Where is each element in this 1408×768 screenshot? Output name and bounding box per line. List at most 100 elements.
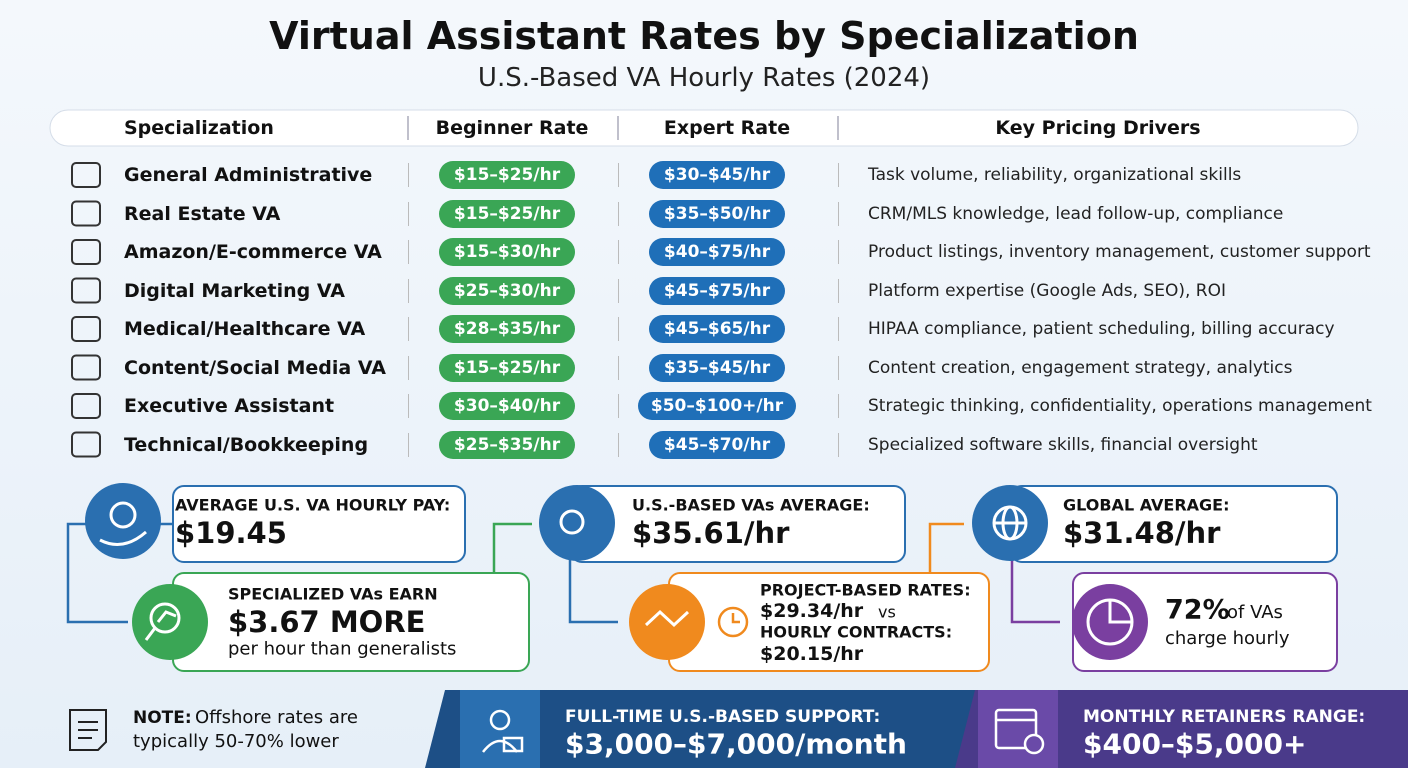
- row-icon: [71, 316, 101, 342]
- specialization: Technical/Bookkeeping: [124, 433, 369, 456]
- footer-band: [955, 690, 1408, 768]
- column-header: Expert Rate: [663, 117, 791, 139]
- divider: [618, 201, 619, 226]
- card-value: $35.61/hr: [632, 516, 790, 550]
- card-value: 72%: [1165, 594, 1230, 626]
- expert-rate: $35–$45/hr: [649, 353, 785, 382]
- stat-card: [1010, 485, 1338, 563]
- card-text: of VAs charge hourly: [1165, 602, 1290, 649]
- divider: [408, 163, 409, 187]
- beginner-rate: $30–$40/hr: [439, 392, 575, 420]
- divider: [838, 432, 839, 457]
- pricing-drivers: Product listings, inventory management, …: [868, 242, 1371, 262]
- divider: [838, 317, 839, 341]
- footer-band: [425, 690, 1000, 768]
- row-icon: [71, 393, 101, 419]
- divider: [618, 240, 619, 264]
- divider: [408, 201, 409, 226]
- card-label: PROJECT-BASED RATES:: [760, 580, 971, 600]
- card-joiner: vs: [878, 602, 896, 622]
- pricing-drivers: HIPAA compliance, patient scheduling, bi…: [868, 319, 1335, 339]
- card-text: per hour than generalists: [228, 638, 457, 660]
- row-icon: [71, 162, 101, 188]
- specialization: Medical/Healthcare VA: [124, 318, 366, 340]
- card-value: $29.34/hr: [760, 600, 864, 622]
- pricing-drivers: Task volume, reliability, organizational…: [868, 165, 1242, 185]
- divider: [408, 317, 409, 341]
- subtitle: U.S.-Based VA Hourly Rates (2024): [477, 63, 931, 93]
- beginner-rate: $15–$25/hr: [439, 353, 575, 382]
- row-icon: [71, 239, 101, 265]
- pricing-drivers: Specialized software skills, financial o…: [868, 434, 1258, 455]
- specialization: Real Estate VA: [124, 202, 281, 225]
- stat-card: [172, 572, 530, 672]
- divider: [408, 355, 409, 380]
- pricing-drivers: Strategic thinking, confidentiality, ope…: [868, 396, 1372, 416]
- specialization: Digital Marketing VA: [124, 279, 345, 302]
- row-icon: [71, 200, 101, 227]
- footer-value: $400–$5,000+: [1083, 727, 1307, 761]
- divider: [838, 201, 839, 226]
- specialization: Executive Assistant: [124, 395, 335, 417]
- footer-icon: [978, 690, 1058, 768]
- expert-rate: $40–$75/hr: [649, 238, 785, 266]
- card-label: HOURLY CONTRACTS:: [760, 622, 953, 642]
- card-label: AVERAGE U.S. VA HOURLY PAY:: [175, 495, 451, 515]
- card-icons: [85, 483, 1148, 660]
- column-header: Key Pricing Drivers: [995, 117, 1201, 139]
- divider: [618, 278, 619, 303]
- expert-rate: $30–$45/hr: [649, 161, 785, 189]
- specialization: Content/Social Media VA: [124, 356, 386, 379]
- stat-card: [172, 485, 466, 563]
- card-label: GLOBAL AVERAGE:: [1063, 495, 1230, 515]
- divider: [618, 163, 619, 187]
- beginner-rate: $25–$30/hr: [439, 276, 575, 305]
- stat-card: [668, 572, 990, 672]
- divider: [838, 394, 839, 418]
- expert-rate: $45–$65/hr: [649, 315, 785, 343]
- card-value: $19.45: [175, 516, 287, 550]
- divider: [408, 278, 409, 303]
- divider: [838, 240, 839, 264]
- card-value: $31.48/hr: [1063, 516, 1221, 550]
- card-value: $3.67 MORE: [228, 605, 426, 639]
- pricing-drivers: Platform expertise (Google Ads, SEO), RO…: [868, 280, 1226, 301]
- specialization: General Administrative: [124, 164, 373, 186]
- beginner-rate: $15–$30/hr: [439, 238, 575, 266]
- note-text: Offshore rates are typically 50-70% lowe…: [133, 707, 358, 752]
- divider: [408, 432, 409, 457]
- divider: [838, 278, 839, 303]
- expert-rate: $35–$50/hr: [649, 199, 785, 228]
- row-icons: [71, 162, 101, 458]
- divider: [408, 394, 409, 418]
- header-bar: [49, 109, 1359, 147]
- footer-label: FULL-TIME U.S.-BASED SUPPORT:: [565, 707, 881, 727]
- row-icon: [71, 277, 101, 304]
- title: Virtual Assistant Rates by Specializatio…: [269, 14, 1139, 58]
- divider: [408, 240, 409, 264]
- footer-value: $3,000–$7,000/month: [565, 727, 907, 761]
- beginner-rate: $25–$35/hr: [439, 430, 575, 459]
- card-value: $20.15/hr: [760, 643, 864, 665]
- beginner-rate: $28–$35/hr: [439, 315, 575, 343]
- stat-card: [570, 485, 906, 563]
- dividers: [407, 116, 839, 140]
- divider: [618, 394, 619, 418]
- specialization: Amazon/E-commerce VA: [124, 241, 382, 263]
- note-label: NOTE:: [133, 708, 192, 728]
- pricing-drivers: Content creation, engagement strategy, a…: [868, 357, 1293, 378]
- expert-rate: $50–$100+/hr: [638, 392, 796, 420]
- expert-rate: $45–$70/hr: [649, 430, 785, 459]
- divider: [618, 355, 619, 380]
- beginner-rate: $15–$25/hr: [439, 161, 575, 189]
- divider: [838, 355, 839, 380]
- footer-label: MONTHLY RETAINERS RANGE:: [1083, 707, 1366, 727]
- pricing-drivers: CRM/MLS knowledge, lead follow-up, compl…: [868, 203, 1284, 224]
- beginner-rate: $15–$25/hr: [439, 199, 575, 228]
- column-header: Specialization: [124, 117, 274, 139]
- row-icon: [71, 431, 101, 458]
- expert-rate: $45–$75/hr: [649, 276, 785, 305]
- column-header: Beginner Rate: [435, 117, 589, 139]
